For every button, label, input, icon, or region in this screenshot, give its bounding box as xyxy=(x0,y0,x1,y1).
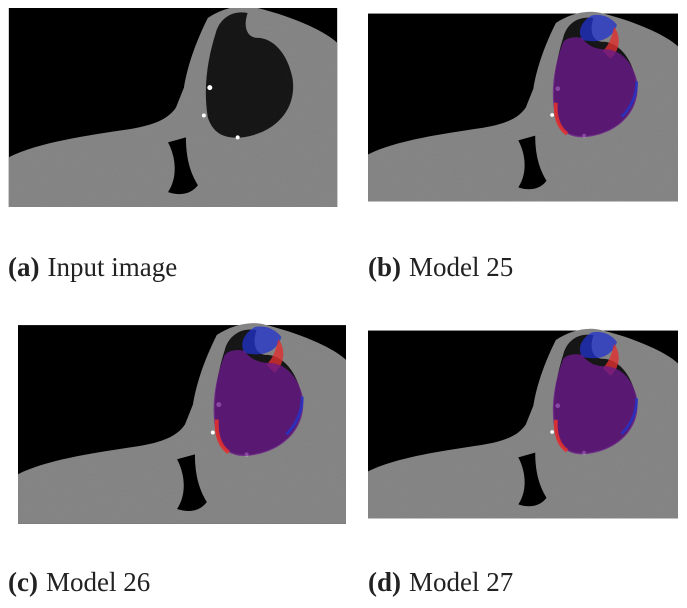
input-image xyxy=(8,8,338,207)
caption-label: (c) xyxy=(8,567,38,597)
caption-label: (b) xyxy=(368,252,401,282)
figure: (a) Input image (b) Model 25 (c) Model 26 (… xyxy=(0,0,687,608)
model-image xyxy=(368,300,678,549)
caption: (d) Model 27 xyxy=(368,567,513,598)
caption-text: Model 27 xyxy=(409,567,513,597)
caption-label: (d) xyxy=(368,567,401,597)
caption: (a) Input image xyxy=(8,252,177,283)
caption-label: (a) xyxy=(8,252,39,282)
caption: (c) Model 26 xyxy=(8,567,150,598)
caption-text: Model 25 xyxy=(409,252,513,282)
caption-text: Input image xyxy=(47,252,177,282)
caption: (b) Model 25 xyxy=(368,252,513,283)
caption-text: Model 26 xyxy=(46,567,150,597)
model-image xyxy=(368,8,678,207)
model-image xyxy=(18,300,346,549)
